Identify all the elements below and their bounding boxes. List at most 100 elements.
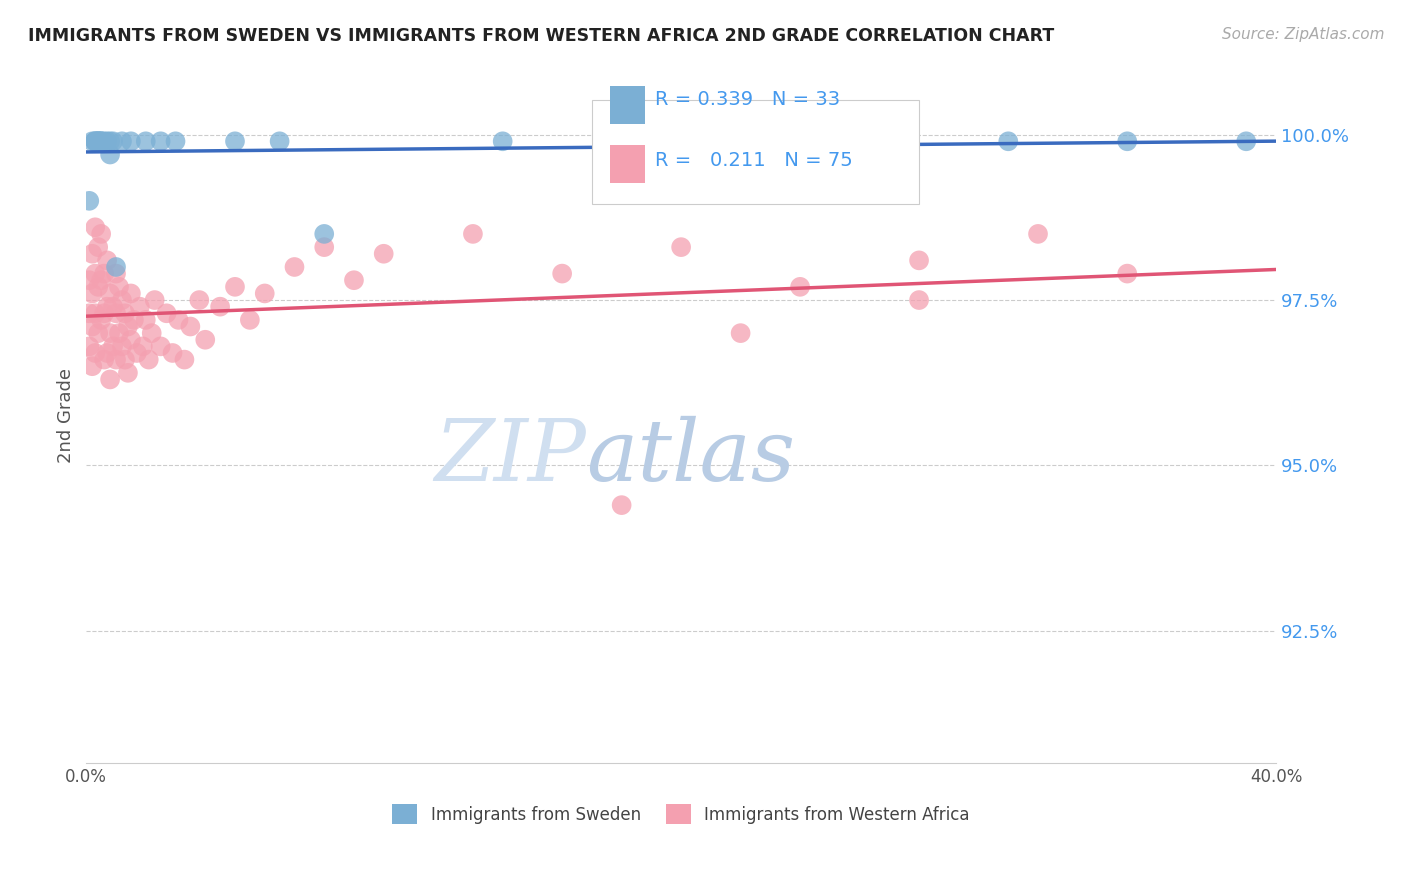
Point [93, 352, 115, 367]
Point [997, 134, 1019, 148]
Point [125, 346, 148, 360]
Point [90, 313, 112, 327]
Point [111, 293, 134, 307]
Point [82, 246, 104, 260]
Point [253, 286, 276, 301]
Point [122, 313, 145, 327]
Point [373, 246, 395, 260]
Point [879, 134, 901, 148]
Point [82, 134, 104, 148]
Point [610, 134, 633, 148]
Point [87, 134, 110, 148]
Point [314, 227, 336, 241]
Point [314, 240, 336, 254]
Y-axis label: 2nd Grade: 2nd Grade [58, 368, 75, 463]
Point [90, 273, 112, 287]
Point [908, 253, 931, 268]
Point [98, 372, 121, 386]
Point [77, 339, 100, 353]
Point [84, 267, 107, 281]
Point [77, 194, 100, 208]
Legend: Immigrants from Sweden, Immigrants from Western Africa: Immigrants from Sweden, Immigrants from … [392, 804, 970, 824]
Point [1116, 134, 1139, 148]
Point [105, 267, 128, 281]
Point [224, 280, 246, 294]
Point [117, 366, 139, 380]
Point [84, 134, 107, 148]
Point [789, 280, 811, 294]
FancyBboxPatch shape [592, 100, 920, 204]
Point [96, 253, 118, 268]
Point [120, 286, 142, 301]
Point [90, 134, 112, 148]
Point [82, 359, 104, 374]
Point [132, 339, 155, 353]
Point [87, 326, 110, 340]
Point [269, 134, 291, 148]
Point [101, 300, 124, 314]
Point [82, 286, 104, 301]
Text: R = 0.339   N = 33: R = 0.339 N = 33 [655, 90, 839, 110]
Point [114, 352, 136, 367]
Point [343, 273, 366, 287]
Point [179, 319, 201, 334]
Point [93, 134, 115, 148]
Point [165, 134, 187, 148]
Point [96, 300, 118, 314]
Point [1026, 227, 1049, 241]
FancyBboxPatch shape [610, 86, 645, 124]
Point [111, 134, 134, 148]
Point [96, 134, 118, 148]
Point [1116, 267, 1139, 281]
Point [84, 220, 107, 235]
Point [77, 306, 100, 320]
Point [117, 319, 139, 334]
Point [239, 313, 262, 327]
Point [209, 300, 232, 314]
Text: Source: ZipAtlas.com: Source: ZipAtlas.com [1222, 27, 1385, 42]
Point [108, 280, 131, 294]
Point [111, 339, 134, 353]
Text: IMMIGRANTS FROM SWEDEN VS IMMIGRANTS FROM WESTERN AFRICA 2ND GRADE CORRELATION C: IMMIGRANTS FROM SWEDEN VS IMMIGRANTS FRO… [28, 27, 1054, 45]
Point [162, 346, 184, 360]
Point [908, 293, 931, 307]
Point [135, 134, 157, 148]
Point [87, 134, 110, 148]
Text: R =   0.211   N = 75: R = 0.211 N = 75 [655, 151, 852, 169]
Point [1234, 134, 1257, 148]
Point [283, 260, 305, 274]
Point [120, 333, 142, 347]
Point [194, 333, 217, 347]
Point [98, 147, 121, 161]
Point [98, 286, 121, 301]
Point [105, 306, 128, 320]
Point [84, 134, 107, 148]
Point [120, 134, 142, 148]
Text: atlas: atlas [586, 417, 794, 499]
Point [135, 313, 157, 327]
Point [188, 293, 211, 307]
Point [730, 134, 752, 148]
Point [143, 293, 166, 307]
Point [105, 260, 128, 274]
Point [98, 134, 121, 148]
Point [167, 313, 190, 327]
Point [461, 227, 484, 241]
Point [87, 134, 110, 148]
Point [551, 267, 574, 281]
Point [87, 134, 110, 148]
Point [108, 326, 131, 340]
Point [93, 306, 115, 320]
Point [141, 326, 163, 340]
Point [84, 306, 107, 320]
Point [128, 300, 150, 314]
Point [138, 352, 160, 367]
Point [224, 134, 246, 148]
FancyBboxPatch shape [610, 145, 645, 183]
Point [93, 267, 115, 281]
Point [149, 339, 172, 353]
Point [669, 240, 692, 254]
Point [77, 273, 100, 287]
Point [149, 134, 172, 148]
Point [90, 134, 112, 148]
